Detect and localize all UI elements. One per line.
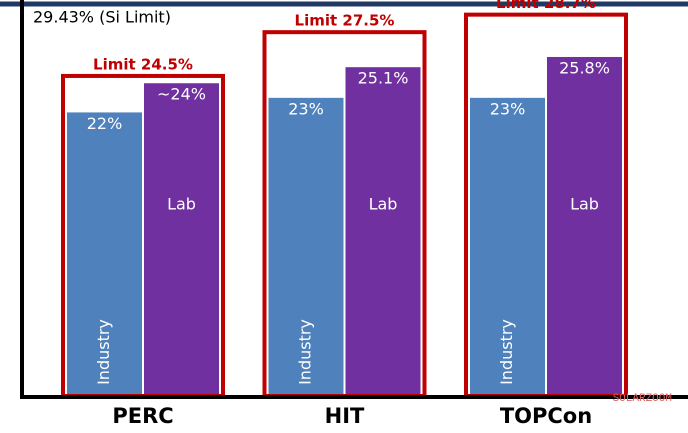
series-label: Industry xyxy=(497,319,516,385)
bar xyxy=(470,97,545,397)
x-tick-label: PERC xyxy=(112,404,173,428)
limit-label: Limit 28.7% xyxy=(496,0,596,12)
bar xyxy=(268,97,344,397)
series-label: Lab xyxy=(570,195,599,214)
watermark: SOLARZOOM xyxy=(613,393,672,405)
value-label: ~24% xyxy=(157,85,206,104)
bar xyxy=(144,83,219,397)
bar xyxy=(67,112,142,397)
value-label: 23% xyxy=(288,99,324,118)
value-label: 25.8% xyxy=(559,58,610,77)
x-tick-label: HIT xyxy=(325,404,365,428)
limit-label: Limit 24.5% xyxy=(93,55,193,73)
series-label: Lab xyxy=(167,195,196,214)
value-label: 25.1% xyxy=(358,69,409,88)
limit-label: Limit 27.5% xyxy=(295,12,395,30)
bar xyxy=(547,56,622,398)
si-limit-label: 29.43% (Si Limit) xyxy=(33,8,171,27)
value-label: 23% xyxy=(490,99,526,118)
x-tick-label: TOPCon xyxy=(500,404,592,428)
bar xyxy=(345,67,421,397)
series-label: Industry xyxy=(94,319,113,385)
series-label: Industry xyxy=(296,319,315,385)
value-label: 22% xyxy=(87,114,123,133)
series-label: Lab xyxy=(369,195,398,214)
